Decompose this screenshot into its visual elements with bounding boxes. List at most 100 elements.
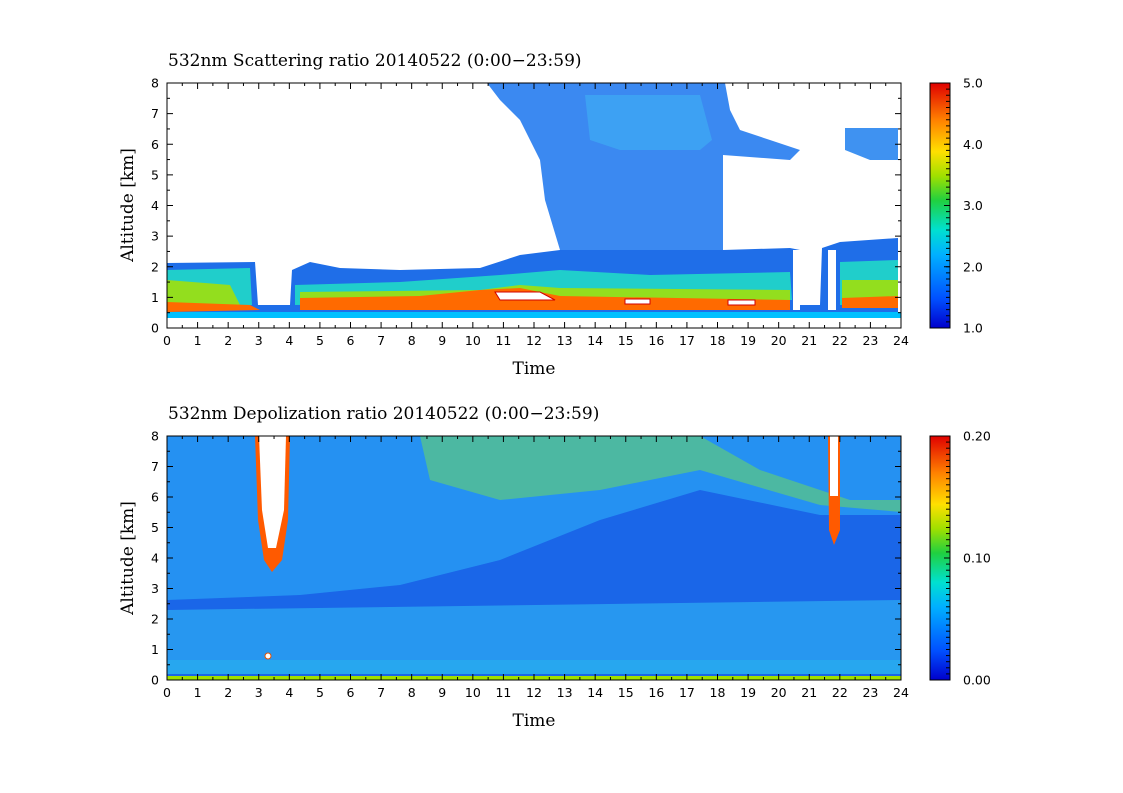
depolization-plume-1-core [259, 436, 286, 548]
y-tick-label: 1 [151, 290, 159, 305]
depolization-green-speckle [420, 436, 901, 512]
x-tick-label: 10 [465, 333, 481, 348]
x-tick-label: 2 [224, 333, 232, 348]
colorbar-tick-label: 0.00 [963, 673, 991, 688]
y-tick-label: 4 [151, 198, 159, 213]
x-tick-label: 6 [347, 333, 355, 348]
x-tick-label: 3 [255, 685, 263, 700]
x-tick-label: 18 [710, 333, 726, 348]
depolization-panel: 532nm Depolization ratio 20140522 (0:00−… [118, 404, 991, 731]
scattering-heatmap [167, 83, 901, 318]
scattering-colorbar-ticks: 1.0 2.0 3.0 4.0 5.0 [944, 76, 983, 336]
x-tick-label: 19 [740, 685, 756, 700]
scattering-saturated [494, 291, 756, 306]
depolization-heatmap [167, 436, 901, 680]
depolization-surface-band [167, 660, 901, 674]
y-tick-label: 2 [151, 612, 159, 627]
x-tick-label: 16 [648, 333, 664, 348]
scattering-gap-1 [793, 250, 800, 310]
x-tick-label: 24 [893, 685, 909, 700]
x-tick-label: 0 [163, 685, 171, 700]
x-tick-label: 11 [495, 685, 511, 700]
depolization-colorbar-ticks: 0.00 0.10 0.20 [944, 429, 991, 688]
x-tick-label: 8 [408, 685, 416, 700]
y-tick-label: 6 [151, 137, 159, 152]
y-tick-label: 3 [151, 229, 159, 244]
x-tick-label: 8 [408, 333, 416, 348]
x-tick-label: 11 [495, 333, 511, 348]
x-tick-label: 13 [557, 333, 573, 348]
scattering-x-ticks: 0 1 2 3 4 5 6 7 8 9 10 11 12 13 14 15 16 17 18 19 20 21 22 23 24 [163, 83, 909, 348]
y-tick-label: 5 [151, 520, 159, 535]
scattering-upper-cloud-core [585, 95, 712, 150]
x-tick-label: 14 [587, 685, 603, 700]
y-tick-label: 8 [151, 76, 159, 91]
y-tick-label: 7 [151, 459, 159, 474]
y-tick-label: 2 [151, 259, 159, 274]
x-tick-label: 12 [526, 685, 542, 700]
x-tick-label: 2 [224, 685, 232, 700]
x-tick-label: 4 [285, 333, 293, 348]
y-tick-label: 3 [151, 581, 159, 596]
scattering-title: 532nm Scattering ratio 20140522 (0:00−23… [168, 51, 582, 71]
scattering-y-ticks: 0 1 2 3 4 5 6 7 8 [151, 76, 901, 336]
x-tick-label: 18 [710, 685, 726, 700]
x-tick-label: 5 [316, 685, 324, 700]
x-tick-label: 1 [194, 333, 202, 348]
x-tick-label: 22 [832, 685, 848, 700]
x-tick-label: 19 [740, 333, 756, 348]
x-tick-label: 12 [526, 333, 542, 348]
colorbar-tick-label: 2.0 [963, 259, 983, 274]
x-tick-label: 17 [679, 685, 695, 700]
scattering-panel: 532nm Scattering ratio 20140522 (0:00−23… [118, 51, 983, 379]
x-tick-label: 20 [771, 333, 787, 348]
x-tick-label: 20 [771, 685, 787, 700]
y-tick-label: 7 [151, 106, 159, 121]
colorbar-tick-label: 0.20 [963, 429, 991, 444]
x-tick-label: 21 [801, 685, 817, 700]
x-tick-label: 24 [893, 333, 909, 348]
x-tick-label: 23 [862, 685, 878, 700]
depolization-plume-1-point [264, 652, 272, 660]
colorbar-tick-label: 1.0 [963, 321, 983, 336]
depolization-plume-2-core [830, 436, 838, 496]
x-tick-label: 7 [377, 685, 385, 700]
scattering-gap-2 [828, 250, 836, 310]
x-tick-label: 10 [465, 685, 481, 700]
depolization-xlabel: Time [513, 711, 556, 731]
x-tick-label: 9 [438, 685, 446, 700]
y-tick-label: 5 [151, 167, 159, 182]
x-tick-label: 22 [832, 333, 848, 348]
depolization-ylabel: Altitude [km] [118, 501, 138, 616]
x-tick-label: 9 [438, 333, 446, 348]
x-tick-label: 23 [862, 333, 878, 348]
y-tick-label: 4 [151, 551, 159, 566]
scattering-ylabel: Altitude [km] [118, 148, 138, 263]
scattering-surface-band [167, 312, 901, 318]
depolization-lower-band [167, 600, 901, 660]
x-tick-label: 0 [163, 333, 171, 348]
x-tick-label: 3 [255, 333, 263, 348]
x-tick-label: 14 [587, 333, 603, 348]
x-tick-label: 15 [618, 333, 634, 348]
colorbar-tick-label: 3.0 [963, 198, 983, 213]
depolization-x-ticks: 0 1 2 3 4 5 6 7 8 9 10 11 12 13 14 15 16 17 18 19 20 21 22 23 24 [163, 436, 909, 700]
x-tick-label: 6 [347, 685, 355, 700]
depolization-y-ticks: 0 1 2 3 4 5 6 7 8 [151, 429, 901, 688]
x-tick-label: 5 [316, 333, 324, 348]
y-tick-label: 0 [151, 673, 159, 688]
x-tick-label: 17 [679, 333, 695, 348]
colorbar-tick-label: 0.10 [963, 551, 991, 566]
x-tick-label: 15 [618, 685, 634, 700]
y-tick-label: 8 [151, 429, 159, 444]
x-tick-label: 21 [801, 333, 817, 348]
scattering-right-cloud [845, 128, 898, 160]
y-tick-label: 0 [151, 321, 159, 336]
y-tick-label: 1 [151, 642, 159, 657]
colorbar-tick-label: 4.0 [963, 137, 983, 152]
scattering-xlabel: Time [513, 359, 556, 379]
x-tick-label: 1 [194, 685, 202, 700]
colorbar-tick-label: 5.0 [963, 76, 983, 91]
scattering-upper-cloud [487, 83, 800, 255]
x-tick-label: 4 [285, 685, 293, 700]
